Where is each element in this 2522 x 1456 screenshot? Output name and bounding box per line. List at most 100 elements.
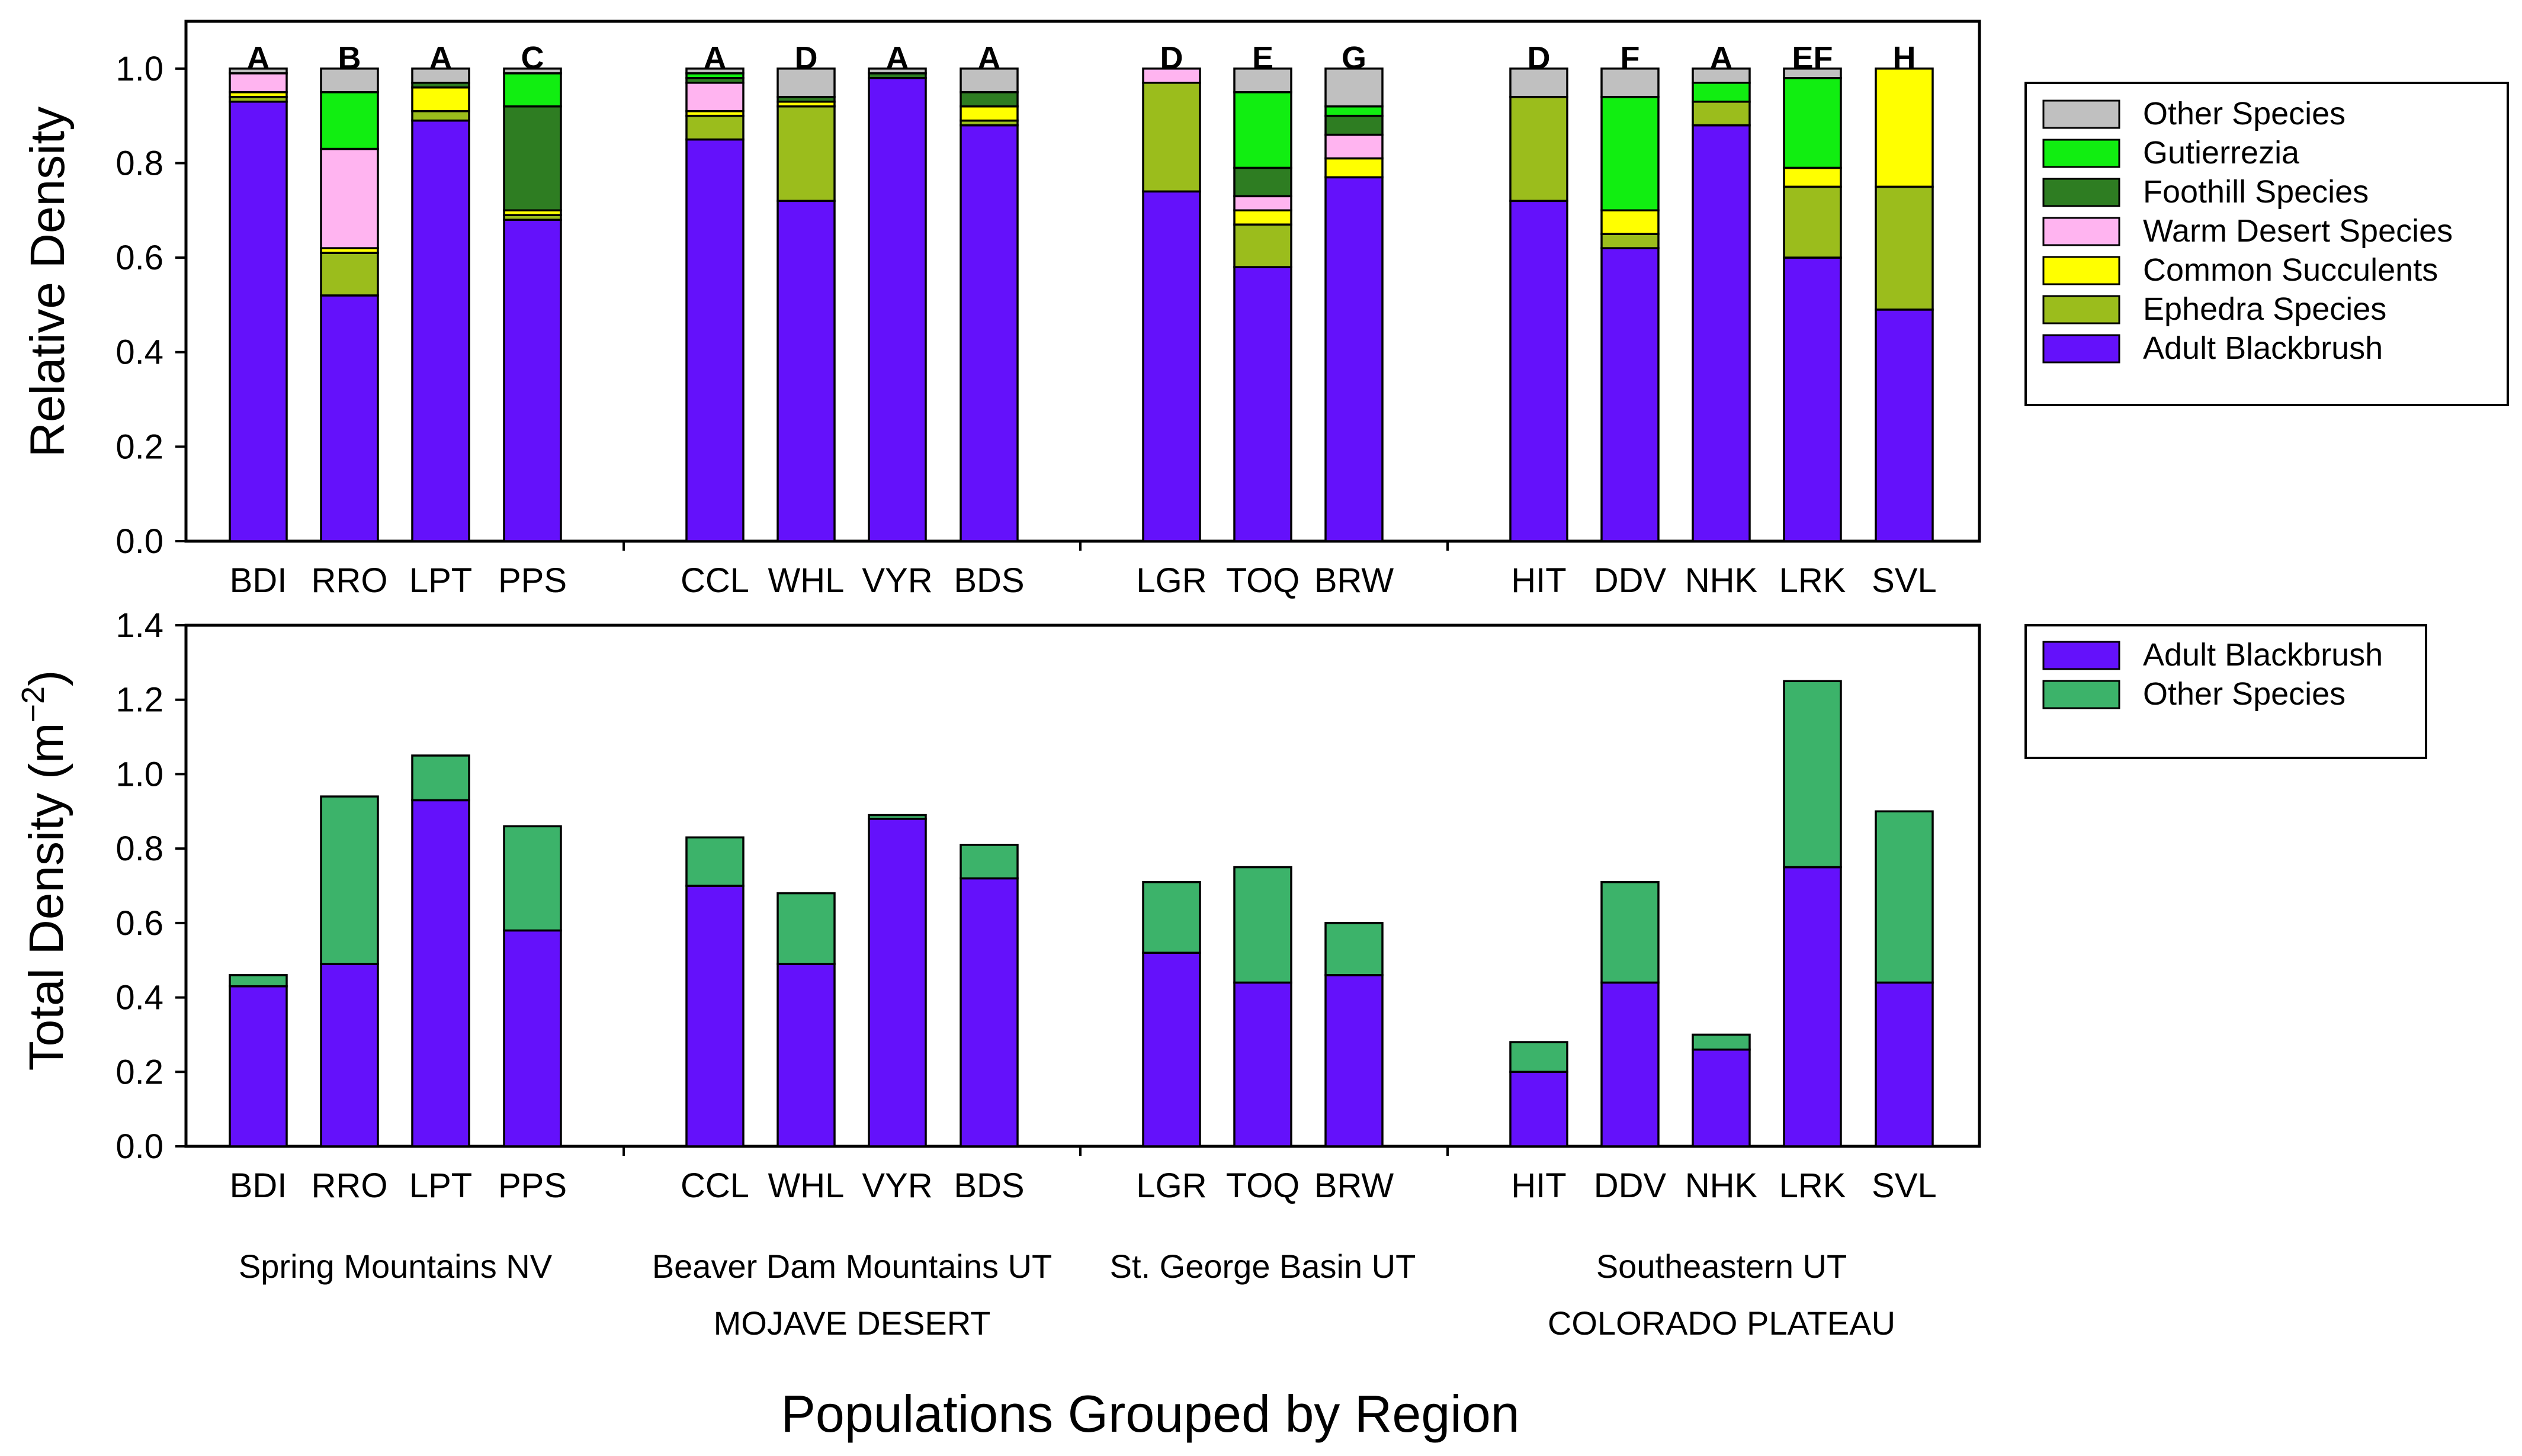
bottom-y-tick-label: 0.0: [115, 1127, 163, 1166]
top-group-letter-lgr: D: [1160, 40, 1183, 76]
bottom-bar-hit-other-species: [1509, 1041, 1568, 1073]
top-x-tick-label-hit: HIT: [1511, 561, 1566, 600]
top-x-tick-label-svl: SVL: [1872, 561, 1937, 600]
top-bar-toq-other-species: [1233, 68, 1292, 94]
top-bar-toq-gutierrezia: [1233, 91, 1292, 169]
bottom-x-tick-label-toq: TOQ: [1226, 1166, 1300, 1205]
top-bar-ccl-adult-blackbrush: [685, 138, 745, 542]
top-bar-bds-foothill-species: [960, 91, 1019, 108]
bottom-legend-label-other-species: Other Species: [2143, 676, 2345, 712]
top-group-letter-vyr: A: [886, 40, 909, 76]
top-bar-rro-gutierrezia: [320, 91, 379, 150]
top-group-letter-svl: H: [1893, 40, 1916, 76]
top-bar-hit-adult-blackbrush: [1509, 200, 1568, 542]
top-x-tick-label-vyr: VYR: [862, 561, 932, 600]
region-label-beaver-dam-mountains-ut: Beaver Dam Mountains UT: [652, 1248, 1052, 1285]
bottom-y-tick-label: 0.2: [115, 1053, 163, 1091]
top-bar-vyr-adult-blackbrush: [868, 77, 927, 542]
top-bar-bds-adult-blackbrush: [960, 124, 1019, 542]
bottom-bar-ccl-adult-blackbrush: [685, 885, 745, 1148]
top-bar-hit-other-species: [1509, 68, 1568, 98]
top-legend-swatch-foothill-species: [2042, 178, 2120, 207]
top-bar-toq-adult-blackbrush: [1233, 266, 1292, 542]
relative-density-panel: Relative Density 0.0 0.2 0.4 0.6 0.8 1.0 BDI R…: [21, 20, 2509, 600]
top-x-tick-label-toq: TOQ: [1226, 561, 1300, 600]
top-bar-brw-other-species: [1324, 68, 1384, 108]
top-bar-nhk-gutierrezia: [1692, 82, 1751, 103]
top-y-axis-label: Relative Density: [21, 107, 75, 457]
top-group-letter-lrk: EF: [1792, 40, 1833, 76]
top-group-letter-hit: D: [1528, 40, 1551, 76]
bottom-bar-lgr-other-species: [1142, 880, 1201, 954]
bottom-bar-bds-adult-blackbrush: [960, 877, 1019, 1148]
top-bar-rro-ephedra-species: [320, 252, 379, 297]
top-legend-label-ephedra-species: Ephedra Species: [2143, 291, 2386, 327]
bottom-plot-frame: [184, 623, 1981, 1148]
top-legend-swatch-other-species: [2042, 99, 2120, 129]
bottom-bar-nhk-adult-blackbrush: [1692, 1048, 1751, 1148]
bottom-bar-ccl-other-species: [685, 836, 745, 887]
top-y-tick-label: 0.2: [115, 428, 163, 466]
top-bar-ddv-other-species: [1600, 68, 1660, 98]
top-y-tick-label: 0.4: [115, 333, 163, 372]
top-bar-svl-ephedra-species: [1875, 185, 1934, 311]
bottom-y-axis-label-superscript: −2: [15, 686, 51, 723]
bottom-bar-pps-other-species: [503, 825, 562, 932]
top-group-letter-ddv: F: [1621, 40, 1640, 76]
bottom-x-tick-label-lrk: LRK: [1779, 1166, 1846, 1205]
top-bar-toq-ephedra-species: [1233, 223, 1292, 268]
top-bar-bdi-other-species: [229, 68, 288, 75]
bottom-bar-rro-adult-blackbrush: [320, 963, 379, 1148]
top-bar-bdi-warm-desert-species: [229, 72, 288, 94]
top-group-letter-pps: C: [521, 40, 544, 76]
top-bar-lrk-adult-blackbrush: [1783, 256, 1842, 542]
bottom-x-tick-label-svl: SVL: [1872, 1166, 1937, 1205]
top-bar-lgr-adult-blackbrush: [1142, 190, 1201, 542]
bottom-bar-brw-adult-blackbrush: [1324, 974, 1384, 1148]
bottom-bar-bds-other-species: [960, 844, 1019, 880]
top-legend-label-gutierrezia: Gutierrezia: [2143, 135, 2300, 171]
top-bar-ddv-gutierrezia: [1600, 95, 1660, 212]
top-group-letter-toq: E: [1252, 40, 1273, 76]
top-x-tick-label-ccl: CCL: [681, 561, 749, 600]
top-bar-rro-warm-desert-species: [320, 147, 379, 249]
bottom-bar-lpt-adult-blackbrush: [411, 799, 470, 1148]
top-y-tick-label: 0.0: [115, 522, 163, 561]
bottom-bar-lrk-other-species: [1783, 680, 1842, 869]
super-region-label-mojave-desert: MOJAVE DESERT: [714, 1304, 991, 1342]
top-bar-brw-foothill-species: [1324, 114, 1384, 136]
top-bar-rro-adult-blackbrush: [320, 294, 379, 542]
top-bar-nhk-ephedra-species: [1692, 100, 1751, 127]
bottom-y-tick-label: 1.2: [115, 681, 163, 719]
top-bar-ccl-other-species: [685, 68, 745, 75]
top-bar-toq-common-succulents: [1233, 209, 1292, 226]
top-bar-pps-gutierrezia: [503, 72, 562, 108]
top-plot-frame: [184, 20, 1981, 543]
bottom-y-tick-label: 1.4: [115, 606, 163, 645]
bottom-x-tick-label-ccl: CCL: [681, 1166, 749, 1205]
top-bar-brw-common-succulents: [1324, 157, 1384, 179]
top-bar-lpt-ephedra-species: [411, 110, 470, 122]
top-bar-bds-common-succulents: [960, 105, 1019, 122]
top-bar-ddv-common-succulents: [1600, 209, 1660, 235]
top-x-tick-label-ddv: DDV: [1594, 561, 1667, 600]
top-bar-lgr-ephedra-species: [1142, 82, 1201, 193]
bottom-x-tick-label-lpt: LPT: [409, 1166, 472, 1205]
bottom-x-tick-label-hit: HIT: [1511, 1166, 1566, 1205]
bottom-bar-bdi-other-species: [229, 974, 288, 988]
bottom-bar-lgr-adult-blackbrush: [1142, 952, 1201, 1148]
top-bar-pps-foothill-species: [503, 105, 562, 212]
bottom-bar-svl-other-species: [1875, 810, 1934, 984]
top-bar-toq-warm-desert-species: [1233, 195, 1292, 212]
bottom-bar-toq-other-species: [1233, 866, 1292, 984]
top-legend-swatch-ephedra-species: [2042, 295, 2120, 324]
bottom-x-tick-label-nhk: NHK: [1685, 1166, 1758, 1205]
bottom-x-tick-label-vyr: VYR: [862, 1166, 932, 1205]
top-bar-svl-adult-blackbrush: [1875, 308, 1934, 542]
top-bar-lrk-other-species: [1783, 68, 1842, 79]
top-bar-whl-ephedra-species: [777, 105, 836, 203]
bottom-y-tick-label: 0.4: [115, 979, 163, 1017]
top-group-letter-whl: D: [795, 40, 818, 76]
